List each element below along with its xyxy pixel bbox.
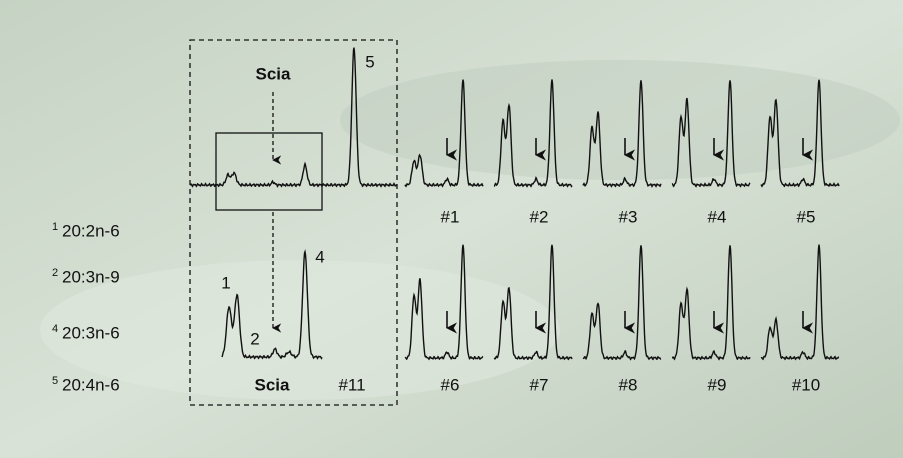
sample-label: #10 xyxy=(792,375,820,394)
chromatogram-trace xyxy=(493,79,573,188)
sample-label: #8 xyxy=(619,375,638,394)
legend-name: 20:4n-6 xyxy=(62,375,120,394)
sample-label: #4 xyxy=(708,207,727,226)
legend-index: 2 xyxy=(52,267,58,279)
sample-label: #1 xyxy=(441,207,460,226)
sample-label: #7 xyxy=(530,375,549,394)
peak-label: 1 xyxy=(221,273,230,292)
background-shape xyxy=(340,60,900,180)
chromatogram-trace xyxy=(760,244,840,361)
chromatogram-trace xyxy=(493,244,573,361)
chromatogram-trace xyxy=(404,244,484,361)
chromatogram-trace xyxy=(671,245,751,361)
chromatogram-trace xyxy=(582,80,662,188)
chromatogram-trace xyxy=(221,248,323,360)
sample-label: #5 xyxy=(797,207,816,226)
peak-label: 5 xyxy=(365,52,374,71)
chromatogram-trace xyxy=(404,79,484,188)
legend-name: 20:3n-9 xyxy=(62,267,120,286)
sample-label: #3 xyxy=(619,207,638,226)
legend-index: 5 xyxy=(52,375,58,387)
zoom-box xyxy=(215,132,323,211)
sample-label: #6 xyxy=(441,375,460,394)
sample-label: #9 xyxy=(708,375,727,394)
chromatogram-trace xyxy=(189,47,398,188)
legend-name: 20:3n-6 xyxy=(62,323,120,342)
legend-index: 4 xyxy=(52,323,58,335)
scia-label: Scia xyxy=(256,64,292,83)
peak-label: 4 xyxy=(315,247,324,266)
peak-label: 2 xyxy=(250,329,259,348)
dashed-box xyxy=(189,39,398,406)
legend-name: 20:2n-6 xyxy=(62,221,120,240)
scia-label: Scia xyxy=(255,375,291,394)
background-shape xyxy=(40,260,560,400)
chromatogram-trace xyxy=(671,80,751,188)
sample-label: #2 xyxy=(530,207,549,226)
chromatogram-trace xyxy=(582,245,662,361)
chromatogram-trace xyxy=(760,79,840,188)
legend-index: 1 xyxy=(52,221,58,233)
sample-label: #11 xyxy=(338,375,365,394)
